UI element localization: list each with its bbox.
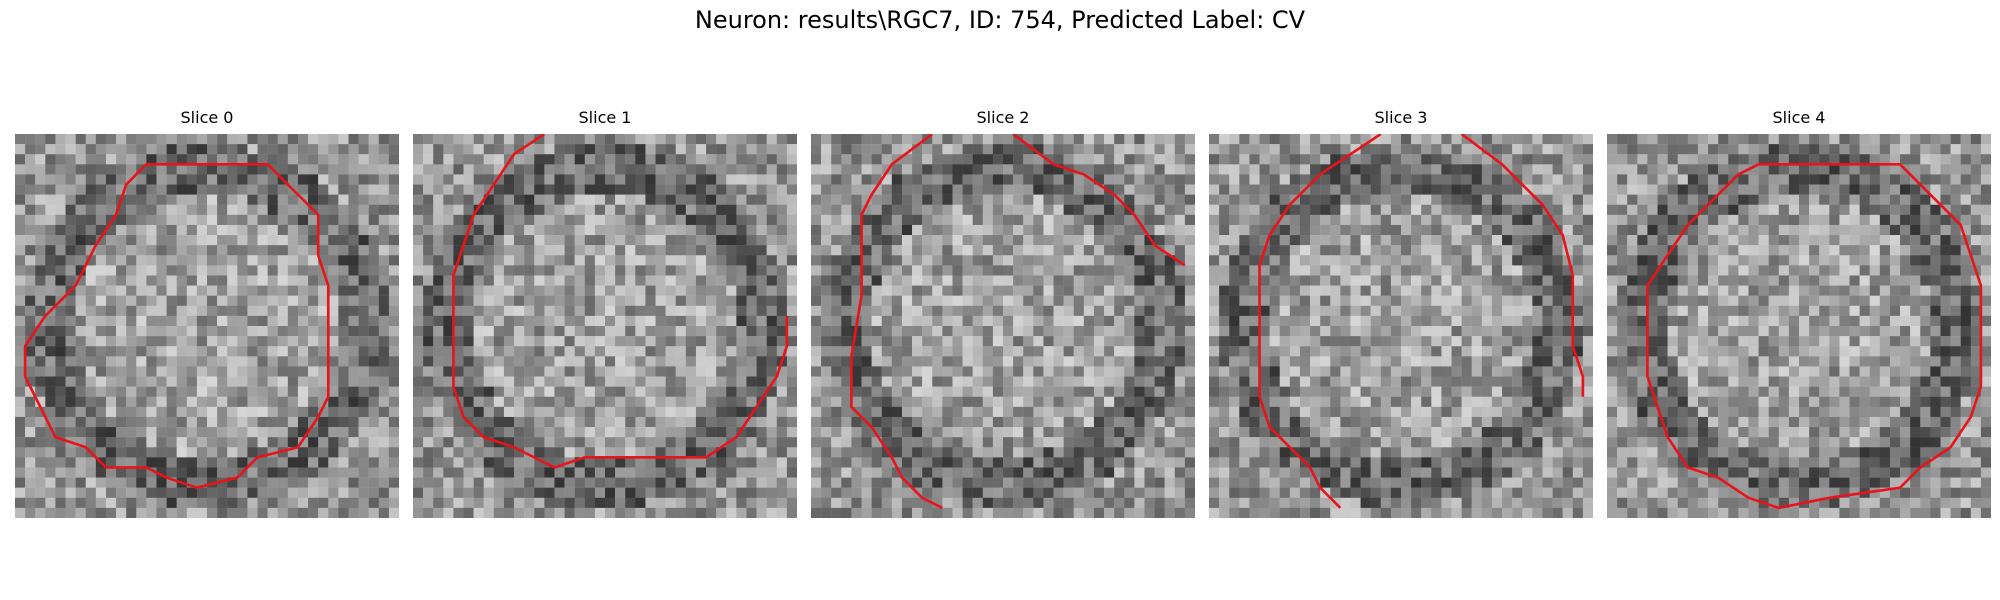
slice-panel-0: Slice 0	[15, 108, 399, 518]
slice-image	[811, 134, 1195, 518]
figure-title: Neuron: results\RGC7, ID: 754, Predicted…	[694, 6, 1306, 34]
roi-contour	[1460, 134, 1585, 397]
slice-panel-1: Slice 1	[413, 108, 797, 518]
slice-image	[15, 134, 399, 518]
slice-image	[1209, 134, 1593, 518]
slice-image	[413, 134, 797, 518]
slice-title: Slice 3	[1374, 108, 1428, 127]
slice-title: Slice 1	[578, 108, 632, 127]
slice-title: Slice 4	[1772, 108, 1826, 127]
roi-contour	[1646, 163, 1983, 510]
roi-contour	[850, 134, 943, 510]
slice-panel-3: Slice 3	[1209, 108, 1593, 518]
slice-title: Slice 0	[180, 108, 234, 127]
roi-contour	[452, 134, 789, 469]
roi-contour	[1258, 134, 1382, 509]
slice-panel-2: Slice 2	[811, 108, 1195, 518]
slice-title: Slice 2	[976, 108, 1030, 127]
roi-contour	[1012, 134, 1186, 267]
slice-panel-4: Slice 4	[1607, 108, 1991, 518]
slice-image	[1607, 134, 1991, 518]
roi-contour	[23, 163, 330, 489]
